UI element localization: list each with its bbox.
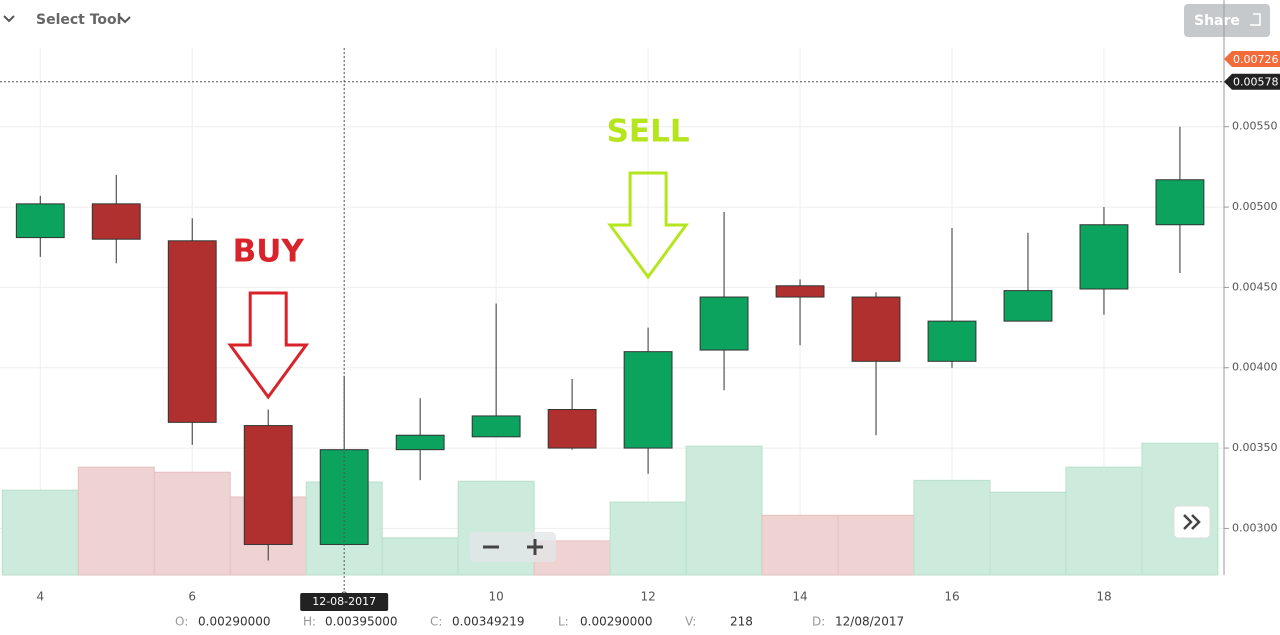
collapse-icon[interactable] <box>3 15 15 23</box>
x-tick-label: 16 <box>944 590 959 604</box>
candle-body <box>775 285 825 298</box>
y-tick-label: 0.00350 <box>1232 441 1278 454</box>
legend-value: 0.00290000 <box>580 615 653 629</box>
crosshair-date: 12-08-2017 <box>312 595 376 608</box>
y-tick-label: 0.00450 <box>1232 280 1278 293</box>
volume-bar <box>1065 466 1143 576</box>
candle-body <box>167 240 217 423</box>
candle-body <box>547 409 597 449</box>
date-tag <box>300 593 389 611</box>
annotation-label: SELL <box>607 114 690 150</box>
share-label[interactable]: Share <box>1194 13 1240 29</box>
volume-bar <box>913 479 991 576</box>
x-tick-label: 12 <box>640 590 655 604</box>
annotation-label: BUY <box>233 234 305 270</box>
legend-value: 12/08/2017 <box>835 615 904 629</box>
candle-body <box>699 296 749 351</box>
last-price-tag <box>1224 51 1280 67</box>
legend-value: 218 <box>730 615 753 629</box>
x-tick-label: 18 <box>1096 590 1111 604</box>
candle-body <box>1155 179 1205 226</box>
y-tick-label: 0.00550 <box>1232 120 1278 133</box>
candle-body <box>395 434 445 451</box>
crosshair-price: 0.00578 <box>1233 76 1279 89</box>
toolbar: Select Tool Share <box>3 4 1270 37</box>
legend-key: C: <box>430 615 442 629</box>
volume-bar <box>153 471 231 576</box>
volume-bar <box>837 514 915 576</box>
legend-key: L: <box>558 615 569 629</box>
volume-bar <box>761 514 839 576</box>
y-tick-label: 0.00300 <box>1232 521 1278 534</box>
legend-value: 0.00395000 <box>325 615 398 629</box>
candle-body <box>927 320 977 362</box>
x-tick-label: 14 <box>792 590 807 604</box>
share-icon <box>1250 13 1261 26</box>
candle-body <box>243 425 293 545</box>
legend-value: 0.00290000 <box>198 615 271 629</box>
legend-key: O: <box>175 615 188 629</box>
legend-value: 0.00349219 <box>452 615 525 629</box>
share-button[interactable] <box>1184 4 1270 37</box>
candle-body <box>1079 224 1129 290</box>
select-tool[interactable]: Select Tool <box>36 12 121 28</box>
volume-bar <box>685 445 763 576</box>
legend-key: H: <box>303 615 316 629</box>
volume-bar <box>1 489 79 576</box>
volume-bar <box>989 491 1067 576</box>
x-tick-label: 4 <box>36 590 44 604</box>
candle-body <box>471 415 521 438</box>
candle-body <box>15 203 65 239</box>
scroll-right-icon[interactable] <box>1183 514 1201 530</box>
x-tick-label: 6 <box>188 590 196 604</box>
legend-key: V: <box>685 615 696 629</box>
zoom-controls[interactable] <box>470 532 556 562</box>
last-price: 0.00726 <box>1233 53 1279 66</box>
x-tick-label: 10 <box>488 590 503 604</box>
annotation-arrow <box>607 171 690 280</box>
zoom-in[interactable] <box>527 539 543 555</box>
legend-key: D: <box>812 615 825 629</box>
candle-body <box>1003 290 1053 322</box>
y-tick-label: 0.00500 <box>1232 200 1278 213</box>
volume-bar <box>609 501 687 576</box>
price-tag <box>1224 73 1280 90</box>
candle-body <box>851 296 901 362</box>
annotation-arrow <box>227 291 310 400</box>
y-tick-label: 0.00400 <box>1232 361 1278 374</box>
candle-body <box>91 203 141 240</box>
volume-bar <box>381 537 459 576</box>
candle-body <box>623 351 673 449</box>
dropdown-icon[interactable] <box>119 16 131 24</box>
volume-bar <box>77 466 155 576</box>
